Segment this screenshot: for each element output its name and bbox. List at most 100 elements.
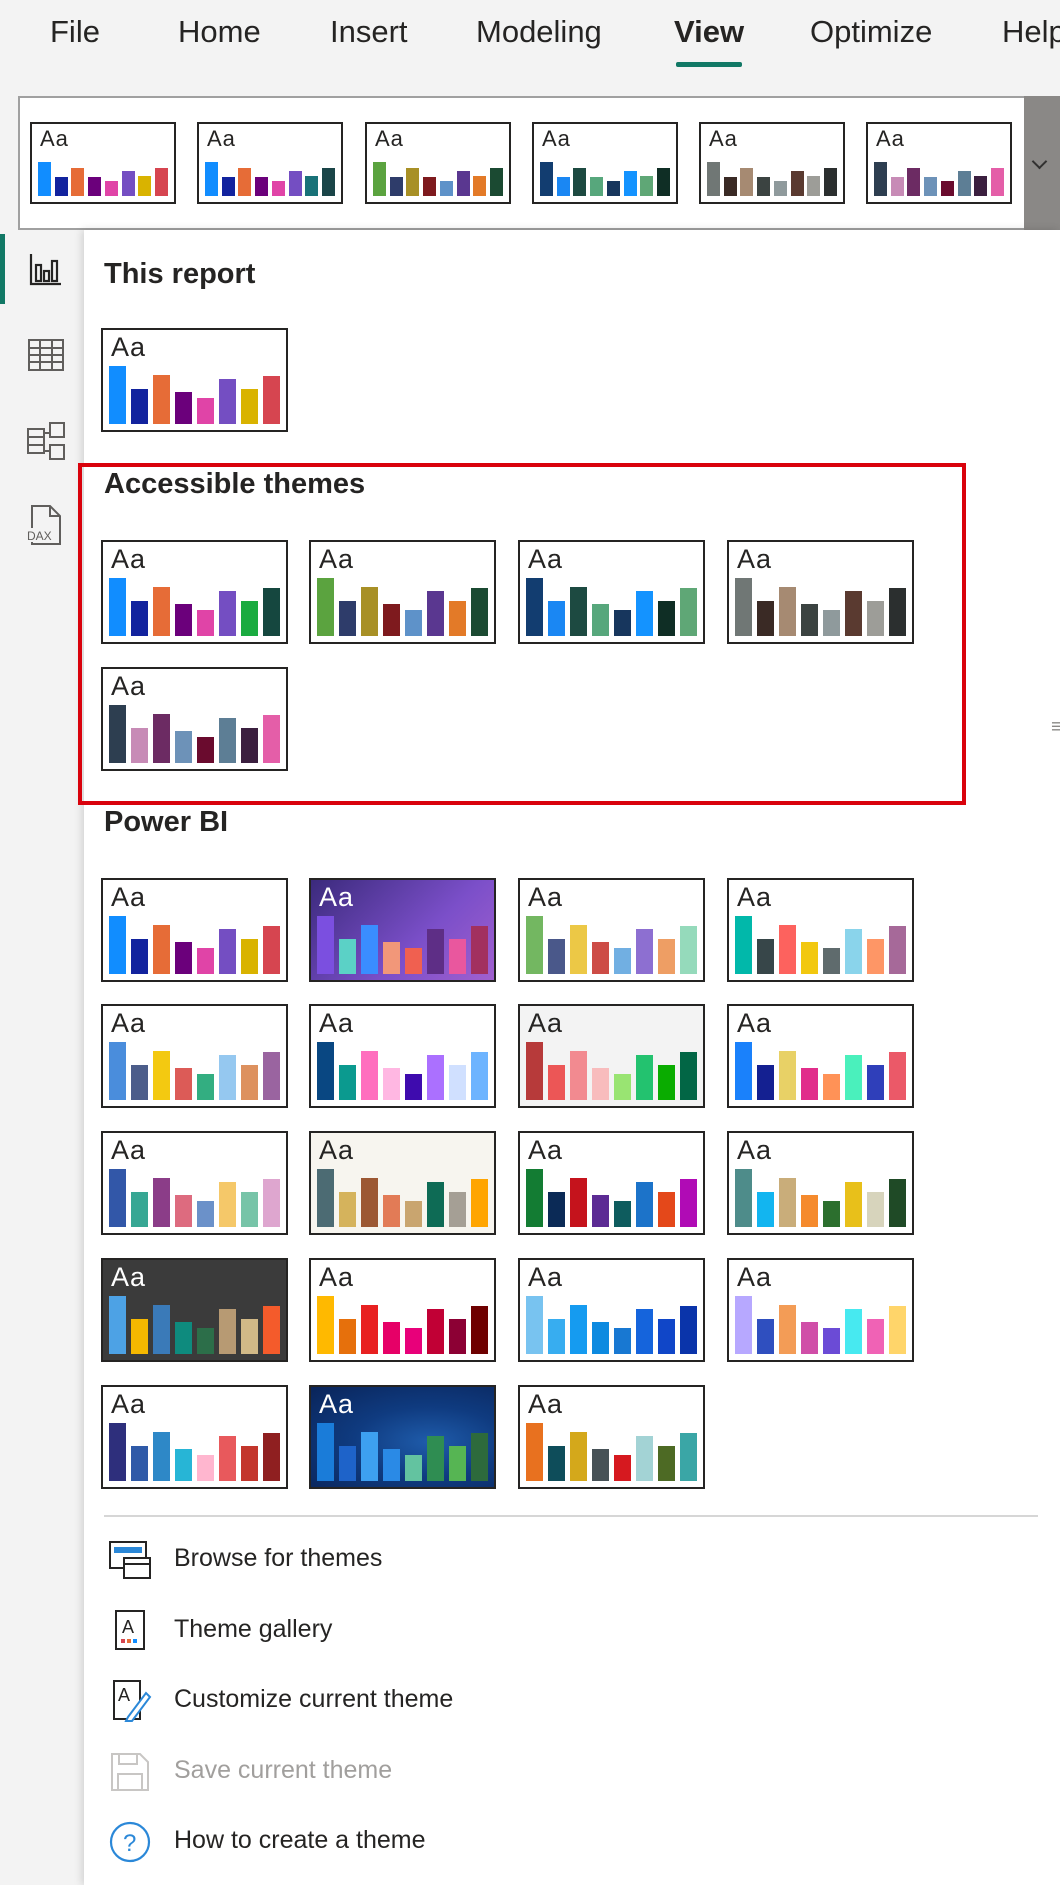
theme-color-swatch xyxy=(382,942,401,974)
tab-insert[interactable]: Insert xyxy=(330,14,408,49)
svg-text:DAX: DAX xyxy=(27,529,52,543)
theme-color-swatch xyxy=(154,167,168,196)
theme-thumbnail-power-bi[interactable]: Aa xyxy=(518,1131,705,1235)
theme-color-swatch xyxy=(866,1065,884,1100)
tab-home[interactable]: Home xyxy=(178,14,261,49)
theme-thumbnail-power-bi[interactable]: Aa xyxy=(518,1385,705,1489)
theme-color-swatch xyxy=(305,176,319,196)
theme-thumbnail-accessible[interactable]: Aa xyxy=(727,540,914,644)
theme-thumbnail-power-bi[interactable]: Aa xyxy=(309,1004,496,1108)
theme-color-swatch xyxy=(317,578,335,636)
gallery-expand-button[interactable] xyxy=(1024,96,1060,230)
theme-color-swatch xyxy=(888,1306,906,1354)
theme-color-swatch xyxy=(990,167,1004,196)
theme-color-swatch xyxy=(573,167,587,196)
theme-color-swatch xyxy=(613,609,632,636)
theme-color-swatch xyxy=(404,1327,423,1354)
theme-color-swatch xyxy=(218,378,237,424)
tab-view[interactable]: View xyxy=(674,14,745,67)
theme-thumbnail-power-bi[interactable]: Aa xyxy=(727,878,914,982)
theme-color-swatch xyxy=(569,1304,588,1354)
theme-color-swatch xyxy=(262,1052,280,1100)
theme-color-swatch xyxy=(822,1327,841,1354)
theme-thumbnail-power-bi[interactable]: Aa xyxy=(101,1385,288,1489)
theme-color-swatch xyxy=(569,1050,588,1100)
theme-color-swatch xyxy=(800,942,819,974)
theme-thumbnail-power-bi[interactable]: Aa xyxy=(518,1258,705,1362)
theme-color-swatch xyxy=(404,1073,423,1100)
theme-color-swatch xyxy=(888,1179,906,1227)
nav-report-view[interactable] xyxy=(0,234,84,304)
theme-font-sample: Aa xyxy=(111,332,147,362)
theme-color-swatch xyxy=(174,731,193,763)
tab-file[interactable]: File xyxy=(50,14,100,49)
nav-model-view[interactable] xyxy=(0,406,84,476)
browse-for-themes-button[interactable]: Browse for themes xyxy=(104,1532,1004,1588)
theme-gallery-button[interactable]: A Theme gallery xyxy=(104,1603,1004,1659)
theme-thumbnail-power-bi[interactable]: Aa xyxy=(101,1131,288,1235)
theme-thumbnail-accessible[interactable]: Aa xyxy=(101,667,288,771)
theme-thumbnail-power-bi[interactable]: Aa xyxy=(309,1131,496,1235)
theme-thumbnail-power-bi[interactable]: Aa xyxy=(309,1258,496,1362)
theme-thumbnail-accessible[interactable]: Aa xyxy=(101,540,288,644)
theme-color-swatch xyxy=(656,167,670,196)
theme-font-sample: Aa xyxy=(542,126,571,151)
save-current-theme-button[interactable]: Save current theme xyxy=(104,1744,1004,1800)
theme-thumbnail-power-bi[interactable]: Aa xyxy=(727,1131,914,1235)
theme-font-sample: Aa xyxy=(528,544,564,574)
theme-thumbnail-power-bi[interactable]: Aa xyxy=(518,878,705,982)
tab-modeling[interactable]: Modeling xyxy=(476,14,602,49)
theme-color-swatch xyxy=(679,1433,697,1481)
svg-text:?: ? xyxy=(123,1830,136,1857)
theme-color-swatch xyxy=(271,180,285,196)
theme-color-bars xyxy=(109,1296,280,1354)
theme-thumbnail-power-bi[interactable]: Aa xyxy=(727,1004,914,1108)
gallery-theme-thumbnail[interactable]: Aa xyxy=(699,122,845,204)
theme-color-swatch xyxy=(547,601,566,636)
theme-thumbnail-power-bi[interactable]: Aa xyxy=(101,878,288,982)
theme-gallery-strip xyxy=(18,96,1026,230)
gallery-theme-thumbnail[interactable]: Aa xyxy=(197,122,343,204)
theme-thumbnail-power-bi[interactable]: Aa xyxy=(309,1385,496,1489)
theme-color-bars xyxy=(735,578,906,636)
theme-font-sample: Aa xyxy=(319,544,355,574)
how-to-create-theme-link[interactable]: ? How to create a theme xyxy=(104,1814,1004,1870)
theme-color-swatch xyxy=(138,176,152,196)
theme-color-swatch xyxy=(196,1327,215,1354)
theme-font-sample: Aa xyxy=(319,1389,355,1419)
theme-color-swatch xyxy=(88,177,102,196)
theme-color-swatch xyxy=(382,1449,401,1481)
theme-color-bars xyxy=(373,161,503,196)
left-view-nav: DAX xyxy=(0,230,84,1885)
theme-color-swatch xyxy=(448,601,466,636)
theme-color-swatch xyxy=(790,171,804,196)
theme-color-swatch xyxy=(448,1446,466,1481)
theme-color-bars xyxy=(526,1169,697,1227)
gallery-theme-thumbnail[interactable]: Aa xyxy=(532,122,678,204)
nav-dax-query-view[interactable]: DAX xyxy=(0,492,84,562)
svg-text:A: A xyxy=(118,1685,130,1705)
theme-thumbnail-accessible[interactable]: Aa xyxy=(518,540,705,644)
theme-color-swatch xyxy=(218,717,237,763)
theme-thumbnail-power-bi[interactable]: Aa xyxy=(101,1004,288,1108)
gallery-theme-thumbnail[interactable]: Aa xyxy=(365,122,511,204)
theme-color-swatch xyxy=(526,916,544,974)
tab-help[interactable]: Help xyxy=(1002,14,1060,49)
nav-table-view[interactable] xyxy=(0,320,84,390)
theme-color-swatch xyxy=(218,590,237,636)
theme-thumbnail-power-bi[interactable]: Aa xyxy=(727,1258,914,1362)
theme-color-swatch xyxy=(196,609,215,636)
theme-thumbnail-this-report[interactable]: Aa xyxy=(101,328,288,432)
customize-current-theme-button[interactable]: A Customize current theme xyxy=(104,1673,1004,1729)
tab-optimize[interactable]: Optimize xyxy=(810,14,933,49)
gallery-theme-thumbnail[interactable]: Aa xyxy=(866,122,1012,204)
theme-color-bars xyxy=(540,161,670,196)
theme-thumbnail-power-bi[interactable]: Aa xyxy=(518,1004,705,1108)
gallery-theme-thumbnail[interactable]: Aa xyxy=(30,122,176,204)
theme-color-swatch xyxy=(800,1322,819,1354)
theme-thumbnail-accessible[interactable]: Aa xyxy=(309,540,496,644)
theme-thumbnail-power-bi[interactable]: Aa xyxy=(101,1258,288,1362)
theme-color-swatch xyxy=(338,1319,357,1354)
theme-thumbnail-power-bi[interactable]: Aa xyxy=(309,878,496,982)
theme-font-sample: Aa xyxy=(319,882,355,912)
